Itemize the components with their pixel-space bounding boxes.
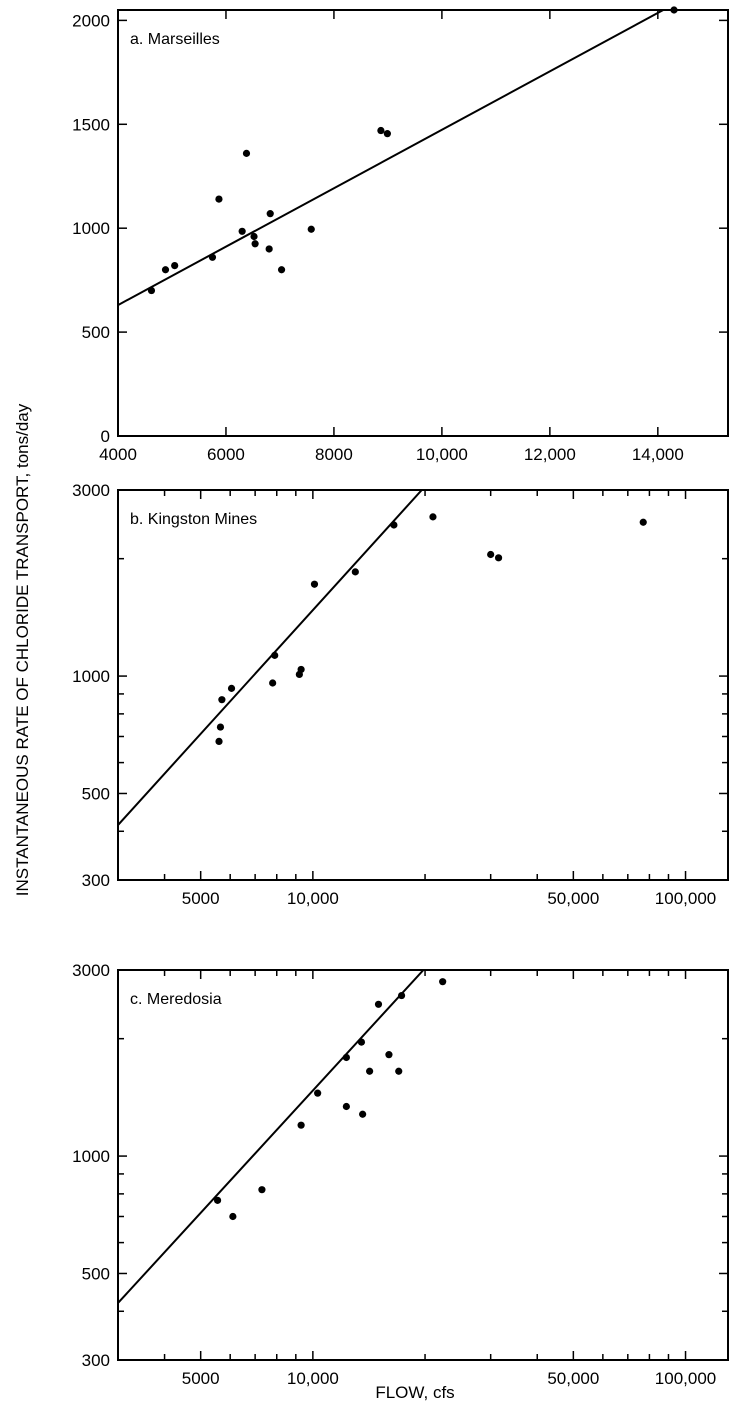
y-tick-label: 500	[82, 1264, 110, 1283]
x-tick-label: 100,000	[655, 889, 716, 908]
x-tick-label: 12,000	[524, 445, 576, 464]
data-point	[242, 149, 251, 157]
data-point	[227, 684, 236, 692]
y-tick-label: 2000	[72, 11, 110, 30]
data-point	[385, 1051, 393, 1059]
data-point	[314, 1089, 322, 1097]
y-tick-label: 1000	[72, 667, 110, 686]
x-tick-label: 10,000	[287, 889, 339, 908]
data-point	[161, 266, 170, 274]
x-tick-label: 6000	[207, 445, 245, 464]
x-tick-label: 50,000	[547, 889, 599, 908]
x-tick-label: 8000	[315, 445, 353, 464]
panel-kingston-mines: 300 500 1000 3000 5000 10,000 50,000 100,000 b. …	[72, 481, 729, 908]
data-point	[390, 521, 398, 529]
fit-line	[118, 970, 425, 1304]
data-point	[383, 130, 391, 138]
data-point	[307, 225, 315, 233]
data-point	[218, 696, 226, 704]
data-point	[277, 266, 286, 274]
x-tick-label: 10,000	[287, 1369, 339, 1388]
x-tick-label: 10,000	[416, 445, 468, 464]
data-point	[366, 1067, 374, 1075]
y-tick-label: 1000	[72, 219, 110, 238]
data-point	[297, 665, 305, 674]
y-tick-label: 300	[82, 871, 110, 890]
panel-title: a. Marseilles	[130, 31, 220, 48]
data-point	[266, 210, 274, 218]
x-tick-label: 14,000	[632, 445, 684, 464]
y-tick-label: 3000	[72, 961, 110, 980]
data-point	[208, 253, 217, 261]
data-point	[359, 1110, 367, 1118]
data-point	[494, 554, 503, 562]
data-point	[342, 1053, 350, 1062]
data-point	[213, 1196, 222, 1204]
plot-frame	[117, 9, 729, 437]
fit-line	[118, 490, 423, 826]
data-point	[269, 679, 277, 687]
plot-frame	[117, 969, 729, 1361]
data-point	[357, 1038, 366, 1046]
data-point	[429, 513, 437, 521]
y-tick-label: 0	[101, 427, 110, 446]
data-point	[351, 568, 359, 576]
panel-marseilles: 0 500 1000 1500 2000 4000 6000 8000 10,000 12,000…	[72, 6, 729, 464]
data-point	[374, 1000, 383, 1008]
data-point	[229, 1212, 237, 1221]
data-point	[377, 126, 385, 135]
data-point	[265, 245, 273, 253]
x-tick-label: 4000	[99, 445, 137, 464]
data-point	[439, 978, 447, 986]
data-point	[215, 195, 223, 203]
data-point	[639, 518, 647, 526]
data-point	[251, 240, 259, 248]
data-point	[250, 232, 258, 241]
data-point	[215, 737, 223, 745]
fit-line	[118, 10, 664, 306]
data-point	[297, 1121, 305, 1129]
panel-meredosia: 300 500 1000 3000 5000 10,000 50,000 100,000 c. …	[72, 961, 729, 1388]
data-point	[342, 1102, 350, 1111]
x-tick-label: 50,000	[547, 1369, 599, 1388]
data-point	[395, 1067, 403, 1075]
data-point	[216, 723, 225, 731]
y-tick-label: 1000	[72, 1147, 110, 1166]
data-point	[487, 550, 495, 559]
x-tick-label: 5000	[182, 889, 220, 908]
x-tick-label: 5000	[182, 1369, 220, 1388]
data-point	[397, 991, 406, 1000]
data-point	[310, 580, 319, 588]
y-tick-label: 3000	[72, 481, 110, 500]
x-tick-label: 100,000	[655, 1369, 716, 1388]
y-tick-label: 1500	[72, 115, 110, 134]
x-axis-title: FLOW, cfs	[375, 1383, 454, 1402]
plot-frame	[117, 489, 729, 881]
y-tick-label: 500	[82, 784, 110, 803]
data-point	[171, 262, 179, 270]
data-point	[147, 286, 156, 295]
data-point	[238, 227, 246, 235]
data-point	[258, 1186, 266, 1194]
data-point	[670, 6, 678, 14]
y-axis-title: INSTANTANEOUS RATE OF CHLORIDE TRANSPORT…	[13, 403, 32, 896]
data-point	[271, 651, 279, 659]
y-tick-label: 300	[82, 1351, 110, 1370]
panel-title: c. Meredosia	[130, 991, 222, 1008]
y-tick-label: 500	[82, 323, 110, 342]
panel-title: b. Kingston Mines	[130, 511, 257, 528]
